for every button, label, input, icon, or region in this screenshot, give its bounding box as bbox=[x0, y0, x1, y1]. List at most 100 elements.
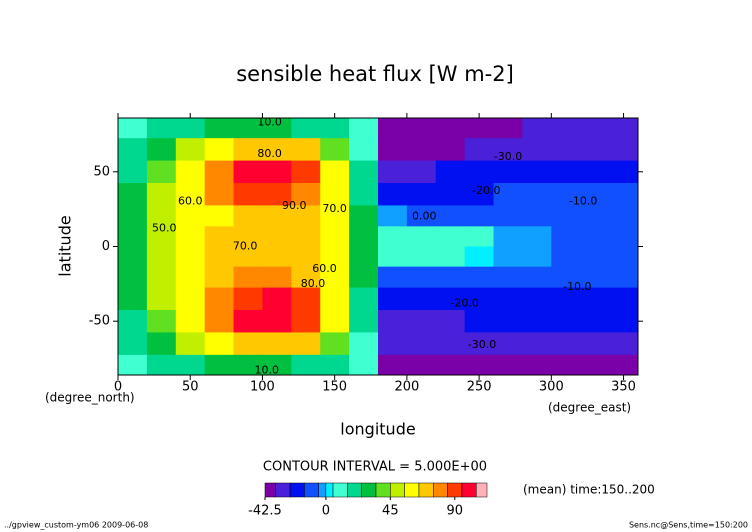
contour-label: -20.0 bbox=[450, 296, 478, 309]
heat-cell bbox=[493, 182, 523, 206]
heat-cell bbox=[118, 226, 148, 247]
heat-cell bbox=[262, 246, 292, 268]
heat-cell bbox=[464, 310, 495, 333]
heat-cell bbox=[551, 205, 581, 227]
heat-cell bbox=[551, 160, 581, 184]
heat-cell bbox=[146, 246, 177, 268]
heat-cell bbox=[146, 226, 177, 247]
heat-cell bbox=[204, 354, 235, 376]
colorbar-box bbox=[332, 482, 348, 498]
heat-cell bbox=[378, 310, 408, 333]
heat-cell bbox=[609, 332, 639, 356]
heat-cell bbox=[551, 287, 581, 311]
heat-cell bbox=[291, 205, 321, 227]
heat-cell bbox=[378, 182, 408, 206]
heat-cell bbox=[609, 246, 639, 268]
x-tick-label: 350 bbox=[611, 380, 636, 395]
contour-label: 80.0 bbox=[257, 147, 282, 160]
contour-label: -30.0 bbox=[494, 150, 522, 163]
y-tick-label: 50 bbox=[93, 164, 110, 179]
heat-cell bbox=[204, 266, 235, 289]
colorbar-box bbox=[433, 482, 448, 498]
heat-cell bbox=[146, 205, 177, 227]
heat-cell bbox=[204, 182, 235, 206]
heat-cell bbox=[320, 287, 350, 311]
heat-cell bbox=[204, 287, 235, 311]
heat-cell bbox=[435, 138, 466, 162]
heat-cell bbox=[435, 182, 466, 206]
heat-cell bbox=[349, 182, 379, 206]
heat-cell bbox=[349, 226, 379, 247]
heat-cell bbox=[435, 226, 466, 247]
heat-cell bbox=[349, 138, 379, 162]
colorbar-box bbox=[318, 482, 327, 498]
heat-cell bbox=[118, 246, 148, 268]
colorbar-box bbox=[447, 482, 463, 498]
heat-cell bbox=[493, 205, 523, 227]
y-tick-label: -50 bbox=[89, 314, 110, 329]
heat-cell bbox=[551, 354, 581, 376]
heat-cell bbox=[349, 287, 379, 311]
heat-cell bbox=[118, 160, 148, 184]
heat-cell bbox=[118, 287, 148, 311]
x-tick-label: 50 bbox=[182, 380, 199, 395]
heat-cell bbox=[233, 332, 263, 356]
x-tick-label: 200 bbox=[394, 380, 419, 395]
heat-cell bbox=[175, 287, 206, 311]
heat-cell bbox=[406, 118, 437, 139]
colorbar-box bbox=[304, 482, 319, 498]
heat-cell bbox=[580, 332, 610, 356]
heat-cell bbox=[175, 226, 206, 247]
heat-cell bbox=[406, 160, 437, 184]
contour-label: 80.0 bbox=[301, 277, 326, 290]
heat-cell bbox=[464, 118, 495, 139]
heat-cell bbox=[435, 287, 466, 311]
heat-cell bbox=[349, 118, 379, 139]
heat-cell bbox=[262, 160, 292, 184]
heat-cell bbox=[522, 138, 552, 162]
heat-cell bbox=[233, 287, 263, 311]
heat-cell bbox=[146, 354, 177, 376]
heat-cell bbox=[204, 332, 235, 356]
heat-cell bbox=[580, 160, 610, 184]
heat-cell bbox=[349, 246, 379, 268]
heat-cell bbox=[493, 118, 523, 139]
heat-cell bbox=[146, 138, 177, 162]
heat-cell bbox=[580, 246, 610, 268]
heat-cell bbox=[320, 246, 350, 268]
heat-cell bbox=[464, 246, 495, 268]
heat-cell bbox=[291, 138, 321, 162]
colorbar-label: 45 bbox=[382, 504, 399, 519]
heat-cell bbox=[291, 310, 321, 333]
heat-cell bbox=[146, 182, 177, 206]
heat-cell bbox=[146, 266, 177, 289]
heat-cell bbox=[378, 354, 408, 376]
heat-cell bbox=[118, 182, 148, 206]
heat-cell bbox=[262, 226, 292, 247]
heat-cell bbox=[493, 266, 523, 289]
heat-cell bbox=[378, 246, 408, 268]
heat-cell bbox=[580, 287, 610, 311]
heat-cell bbox=[233, 266, 263, 289]
heat-cell bbox=[320, 138, 350, 162]
heat-cell bbox=[580, 182, 610, 206]
colorbar-box bbox=[275, 482, 291, 498]
contour-label: 60.0 bbox=[178, 195, 203, 208]
heat-cell bbox=[262, 266, 292, 289]
colorbar-box bbox=[418, 482, 434, 498]
heat-cell bbox=[493, 138, 523, 162]
heat-cell bbox=[349, 354, 379, 376]
heat-cell bbox=[146, 332, 177, 356]
heat-cell bbox=[522, 226, 552, 247]
heat-cell bbox=[118, 118, 148, 139]
contour-label: 90.0 bbox=[282, 199, 307, 212]
heat-cell bbox=[262, 205, 292, 227]
heat-cell bbox=[320, 182, 350, 206]
heat-cell bbox=[204, 205, 235, 227]
heat-cell bbox=[435, 354, 466, 376]
heat-cell bbox=[609, 182, 639, 206]
heat-cell bbox=[291, 287, 321, 311]
heat-cell bbox=[262, 310, 292, 333]
heat-cell bbox=[464, 354, 495, 376]
